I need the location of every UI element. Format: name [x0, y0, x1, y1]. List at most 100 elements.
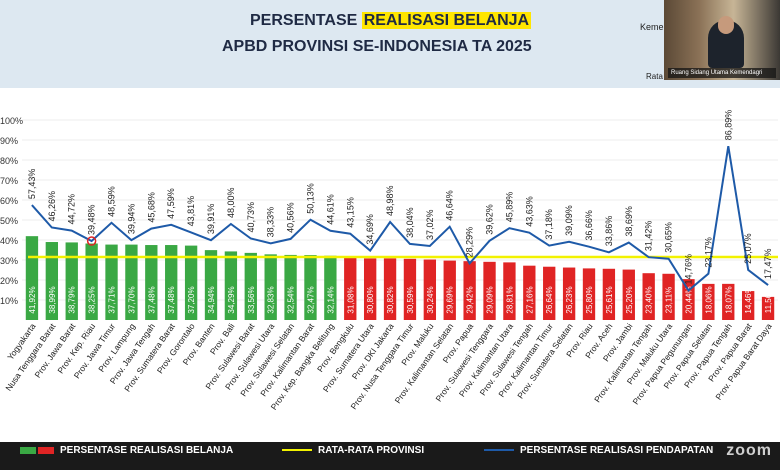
y-tick-label: 10% [0, 296, 18, 306]
zoom-watermark: zoom [726, 442, 772, 459]
legend-belanja: PERSENTASE REALISASI BELANJA [20, 442, 233, 458]
chart-subtitle: APBD PROVINSI SE-INDONESIA TA 2025 [222, 38, 532, 55]
pendapatan-value-label: 43,63% [524, 196, 534, 227]
pendapatan-value-label: 37,18% [544, 209, 554, 240]
y-tick-label: 90% [0, 136, 18, 146]
pendapatan-value-label: 37,02% [425, 209, 435, 240]
bar-value-label: 23,11% [665, 287, 674, 314]
slide-header: PERSENTASE REALISASI BELANJA APBD PROVIN… [0, 0, 780, 88]
y-tick-label: 50% [0, 216, 18, 226]
bar [423, 259, 437, 320]
bar-value-label: 23,40% [645, 286, 654, 313]
pendapatan-value-label: 45,89% [504, 192, 514, 223]
pendapatan-value-label: 30,65% [664, 222, 674, 253]
bar [244, 252, 257, 320]
bar [443, 260, 456, 320]
bar-value-label: 28,81% [505, 286, 514, 313]
pendapatan-value-label: 28,29% [465, 227, 475, 258]
bar-value-label: 25,80% [585, 286, 594, 313]
bar-value-label: 34,94% [207, 286, 216, 313]
pendapatan-value-label: 40,73% [246, 202, 256, 233]
bar-value-label: 29,09% [486, 286, 495, 313]
y-tick-label: 100% [0, 116, 23, 126]
pendapatan-value-label: 57,43% [27, 169, 37, 200]
bar [204, 250, 218, 320]
bar-value-label: 37,48% [167, 286, 176, 313]
pendapatan-value-label: 14,76% [683, 254, 693, 285]
bar [582, 268, 596, 320]
pendapatan-value-label: 39,48% [87, 205, 97, 236]
bar-value-label: 18,06% [704, 286, 713, 313]
bar [662, 273, 675, 320]
bar-line-chart: 100% 90% 80% 70% 60% 50% 40% 30% 20% 10% 41,92% 38,… [0, 110, 778, 412]
pendapatan-value-label: 33,86% [604, 216, 614, 247]
bar-value-label: 31,08% [346, 286, 355, 313]
bar-value-label: 30,24% [426, 286, 435, 313]
bar [363, 258, 377, 320]
bar [284, 254, 297, 320]
bar-value-label: 18,07% [724, 286, 733, 313]
bar [463, 261, 476, 320]
bar [304, 255, 317, 320]
pendapatan-line [31, 146, 769, 293]
bar [324, 255, 337, 320]
bar [602, 268, 616, 320]
pendapatan-value-label: 43,81% [186, 196, 196, 227]
bar [344, 257, 357, 320]
bar [503, 262, 516, 320]
pendapatan-value-label: 48,00% [226, 187, 236, 218]
bar-value-label: 26,23% [565, 286, 574, 313]
chart-title: PERSENTASE REALISASI BELANJA [250, 12, 532, 30]
bar-value-label: 37,71% [108, 286, 117, 313]
pendapatan-value-label: 44,61% [325, 194, 335, 225]
legend-rata-label: RATA-RATA PROVINSI [318, 444, 425, 456]
bar [682, 279, 695, 320]
legend-average-line [282, 449, 312, 451]
pendapatan-value-label: 34,69% [365, 214, 375, 245]
pendapatan-value-label: 47,59% [166, 188, 176, 219]
bar-value-label: 32,14% [326, 286, 335, 313]
bar [125, 244, 138, 320]
legend-green-swatch [20, 446, 36, 454]
bar [483, 261, 496, 320]
bar-value-label: 27,16% [525, 286, 534, 313]
participant-video-tile[interactable]: Ruang Sidang Utama Kemendagri [664, 0, 780, 80]
pendapatan-value-label: 48,98% [385, 186, 395, 217]
legend-rata: RATA-RATA PROVINSI [282, 442, 424, 458]
bar-value-label: 30,82% [386, 286, 395, 313]
pendapatan-value-label: 45,68% [146, 192, 156, 223]
legend-pendapatan-label: PERSENTASE REALISASI PENDAPATAN [520, 444, 714, 456]
bar [45, 242, 59, 320]
bar-value-label: 37,70% [127, 286, 136, 313]
bar-value-label: 41,92% [28, 286, 37, 313]
bar [85, 243, 98, 320]
bar-value-label: 38,99% [48, 286, 57, 313]
pendapatan-value-label: 38,69% [624, 206, 634, 237]
pendapatan-value-label: 39,62% [485, 204, 495, 235]
bar-value-label: 29,69% [446, 286, 455, 313]
bar-value-label: 38,79% [68, 286, 77, 313]
bar [622, 269, 635, 320]
participant-face [718, 16, 734, 34]
legend-belanja-label: PERSENTASE REALISASI BELANJA [60, 444, 234, 456]
pendapatan-value-label: 50,13% [305, 183, 315, 214]
bar-value-label: 33,56% [247, 286, 256, 313]
pendapatan-value-label: 44,72% [67, 194, 77, 225]
bar [702, 283, 715, 320]
pendapatan-value-label: 86,89% [723, 110, 733, 141]
bar-value-label: 38,25% [88, 286, 97, 313]
bar-value-label: 29,42% [466, 286, 475, 313]
bar [145, 245, 158, 320]
pendapatan-value-label: 39,09% [564, 205, 574, 236]
y-tick-label: 40% [0, 236, 18, 246]
pendapatan-value-label: 46,64% [445, 190, 455, 221]
bar [562, 267, 576, 320]
bar [523, 265, 536, 320]
pendapatan-value-label: 39,94% [126, 204, 136, 235]
bar-value-label: 11,56% [764, 287, 773, 314]
bar-value-label: 20,44% [684, 286, 693, 313]
y-tick-label: 20% [0, 276, 18, 286]
legend-pendapatan-line [484, 449, 514, 451]
y-tick-label: 80% [0, 156, 18, 166]
bar [264, 254, 277, 320]
